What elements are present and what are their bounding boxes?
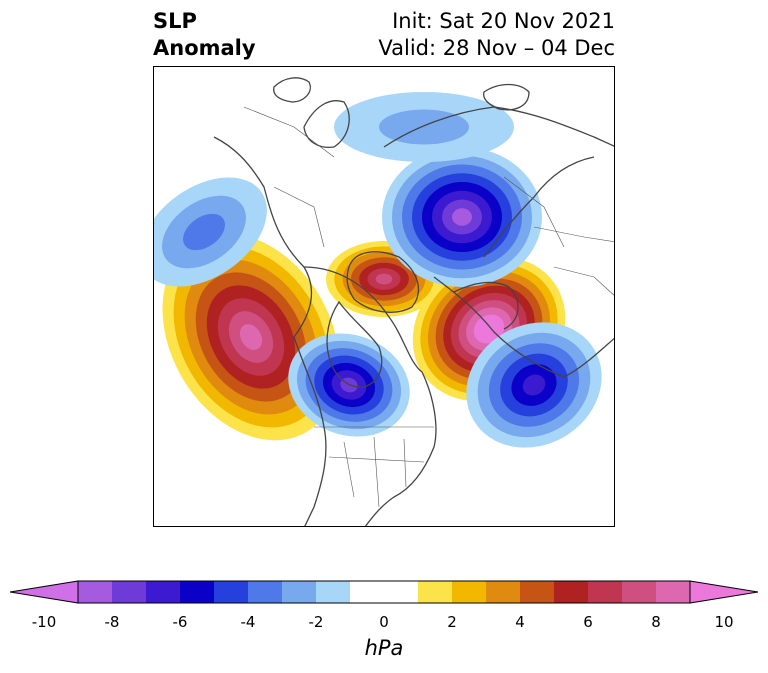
anomaly-greenland-high bbox=[326, 241, 442, 317]
colorbar-cell bbox=[214, 581, 249, 603]
colorbar-cell bbox=[622, 581, 657, 603]
anomaly-contours bbox=[154, 92, 602, 448]
contour-level bbox=[452, 208, 472, 226]
colorbar-tick-label: 4 bbox=[515, 613, 525, 631]
colorbar-tick-label: 10 bbox=[714, 613, 734, 631]
title-field: Anomaly bbox=[153, 36, 256, 60]
contour-level bbox=[522, 374, 546, 396]
colorbar-tick-label: 8 bbox=[651, 613, 661, 631]
colorbar bbox=[10, 580, 758, 604]
colorbar-tick-label: -4 bbox=[240, 613, 256, 631]
colorbar-tick-label: -10 bbox=[31, 613, 57, 631]
colorbar-unit-label: hPa bbox=[364, 636, 404, 660]
colorbar-cell bbox=[486, 581, 521, 603]
colorbar-tick-label: -8 bbox=[104, 613, 120, 631]
colorbar-cell bbox=[520, 581, 555, 603]
colorbar-cell bbox=[180, 581, 215, 603]
map-svg bbox=[154, 77, 614, 526]
contour-level bbox=[239, 324, 263, 350]
colorbar-cell bbox=[656, 581, 691, 603]
colorbar-tick-label: 0 bbox=[379, 613, 389, 631]
anomaly-north-atlantic-low bbox=[466, 322, 602, 448]
colorbar-cell bbox=[78, 581, 113, 603]
colorbar-cell bbox=[112, 581, 147, 603]
colorbar-cell bbox=[350, 581, 385, 603]
colorbar-cell bbox=[282, 581, 317, 603]
colorbar-cell bbox=[588, 581, 623, 603]
coastlines bbox=[213, 77, 614, 526]
colorbar-high-extend bbox=[689, 580, 758, 604]
colorbar-cell bbox=[418, 581, 453, 603]
map-title: SLP Anomaly bbox=[153, 8, 256, 62]
init-date: Init: Sat 20 Nov 2021 bbox=[392, 9, 615, 33]
anomaly-map bbox=[153, 66, 615, 527]
contour-level bbox=[183, 213, 225, 251]
colorbar-cell bbox=[384, 581, 419, 603]
map-date-info: Init: Sat 20 Nov 2021 Valid: 28 Nov – 04… bbox=[378, 8, 615, 62]
colorbar-cell bbox=[316, 581, 351, 603]
colorbar-outline bbox=[77, 580, 691, 604]
colorbar-tick-label: 6 bbox=[583, 613, 593, 631]
title-variable: SLP bbox=[153, 9, 197, 33]
colorbar-tick-label: -2 bbox=[308, 613, 324, 631]
political-borders bbox=[243, 106, 614, 508]
colorbar-tick-label: -6 bbox=[172, 613, 188, 631]
colorbar-low-extend bbox=[10, 580, 79, 604]
colorbar-cell bbox=[146, 581, 181, 603]
anomaly-north-pacific-low bbox=[154, 177, 267, 287]
contour-level bbox=[481, 321, 497, 337]
colorbar-tick-label: 2 bbox=[447, 613, 457, 631]
valid-range: Valid: 28 Nov – 04 Dec bbox=[378, 36, 615, 60]
colorbar-cells bbox=[78, 581, 691, 603]
colorbar-cell bbox=[452, 581, 487, 603]
contour-level bbox=[375, 273, 393, 285]
anomaly-siberian-low bbox=[382, 147, 542, 287]
colorbar-cell bbox=[248, 581, 283, 603]
colorbar-cell bbox=[554, 581, 589, 603]
